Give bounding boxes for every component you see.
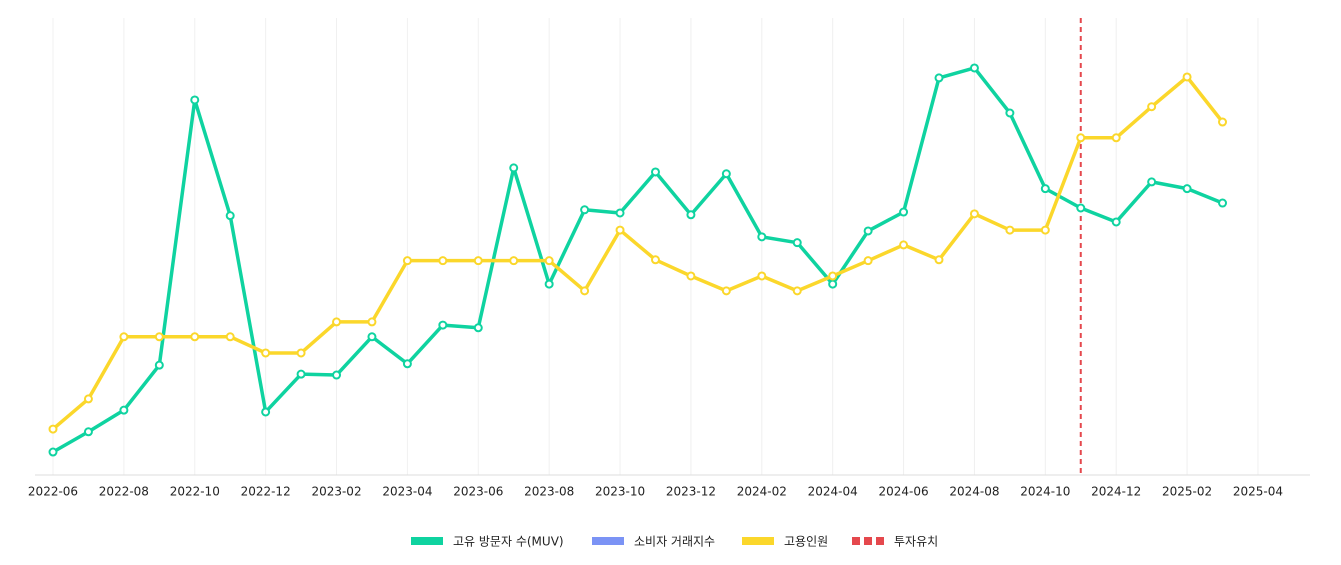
x-tick-label: 2024-12 bbox=[1091, 485, 1141, 499]
data-point bbox=[119, 405, 129, 415]
legend-swatch bbox=[742, 537, 774, 545]
data-point bbox=[1005, 225, 1015, 235]
data-point bbox=[792, 286, 802, 296]
x-tick-label: 2024-10 bbox=[1020, 485, 1070, 499]
data-point bbox=[686, 210, 696, 220]
x-tick-label: 2022-12 bbox=[241, 485, 291, 499]
x-tick-label: 2025-04 bbox=[1233, 485, 1283, 499]
data-point bbox=[934, 255, 944, 265]
x-tick-label: 2023-08 bbox=[524, 485, 574, 499]
data-point bbox=[438, 256, 448, 266]
data-point bbox=[225, 211, 235, 221]
legend-swatch bbox=[852, 537, 860, 545]
x-tick-label: 2023-12 bbox=[666, 485, 716, 499]
data-point bbox=[580, 286, 590, 296]
data-point bbox=[686, 271, 696, 281]
x-tick-label: 2022-08 bbox=[99, 485, 149, 499]
data-point bbox=[615, 225, 625, 235]
data-point bbox=[119, 332, 129, 342]
data-point bbox=[332, 370, 342, 380]
data-point bbox=[473, 323, 483, 333]
data-point bbox=[721, 286, 731, 296]
data-point bbox=[828, 271, 838, 281]
series-line bbox=[51, 75, 1224, 431]
data-point bbox=[544, 279, 554, 289]
data-point bbox=[1111, 217, 1121, 227]
data-point bbox=[190, 332, 200, 342]
data-point bbox=[402, 256, 412, 266]
data-point bbox=[1111, 133, 1121, 143]
data-point bbox=[1147, 102, 1157, 112]
data-point bbox=[1218, 117, 1228, 127]
data-point bbox=[154, 332, 164, 342]
data-point bbox=[332, 317, 342, 327]
data-point bbox=[402, 359, 412, 369]
data-point bbox=[969, 63, 979, 73]
data-point bbox=[863, 256, 873, 266]
data-point bbox=[1076, 203, 1086, 213]
data-point bbox=[650, 167, 660, 177]
data-point bbox=[1147, 177, 1157, 187]
data-point bbox=[261, 348, 271, 358]
data-point bbox=[296, 369, 306, 379]
x-tick-label: 2024-08 bbox=[949, 485, 999, 499]
legend-label: 투자유치 bbox=[894, 535, 938, 549]
data-point bbox=[83, 394, 93, 404]
data-point bbox=[580, 205, 590, 215]
data-point bbox=[757, 271, 767, 281]
data-point bbox=[1218, 198, 1228, 208]
legend-swatch bbox=[411, 537, 443, 545]
legend-label: 고유 방문자 수(MUV) bbox=[453, 535, 564, 549]
data-point bbox=[367, 332, 377, 342]
data-point bbox=[83, 427, 93, 437]
data-point bbox=[899, 240, 909, 250]
data-point bbox=[438, 320, 448, 330]
data-point bbox=[296, 348, 306, 358]
data-point bbox=[792, 238, 802, 248]
data-point bbox=[757, 232, 767, 242]
x-tick-label: 2024-06 bbox=[878, 485, 928, 499]
x-tick-label: 2022-06 bbox=[28, 485, 78, 499]
data-point bbox=[969, 209, 979, 219]
data-point bbox=[1040, 225, 1050, 235]
data-point bbox=[863, 226, 873, 236]
series-line bbox=[52, 66, 1224, 454]
data-point bbox=[473, 256, 483, 266]
legend-swatch bbox=[876, 537, 884, 545]
legend-label: 소비자 거래지수 bbox=[634, 535, 715, 549]
x-tick-label: 2023-04 bbox=[382, 485, 432, 499]
data-point bbox=[225, 332, 235, 342]
data-point bbox=[48, 447, 58, 457]
x-tick-label: 2023-06 bbox=[453, 485, 503, 499]
x-tick-label: 2023-02 bbox=[311, 485, 361, 499]
data-point bbox=[509, 256, 519, 266]
x-tick-label: 2025-02 bbox=[1162, 485, 1212, 499]
data-point bbox=[509, 163, 519, 173]
data-point bbox=[190, 95, 200, 105]
data-point bbox=[1040, 184, 1050, 194]
data-point bbox=[154, 360, 164, 370]
data-point bbox=[261, 407, 271, 417]
data-point bbox=[899, 207, 909, 217]
data-point bbox=[828, 279, 838, 289]
data-point bbox=[544, 256, 554, 266]
x-tick-label: 2024-04 bbox=[808, 485, 858, 499]
data-point bbox=[1005, 108, 1015, 118]
legend-label: 고용인원 bbox=[784, 535, 828, 549]
data-point bbox=[934, 73, 944, 83]
data-point bbox=[367, 317, 377, 327]
data-point bbox=[721, 169, 731, 179]
data-point bbox=[615, 208, 625, 218]
data-point bbox=[1076, 133, 1086, 143]
x-tick-label: 2023-10 bbox=[595, 485, 645, 499]
x-tick-label: 2024-02 bbox=[737, 485, 787, 499]
x-tick-label: 2022-10 bbox=[170, 485, 220, 499]
data-point bbox=[1182, 72, 1192, 82]
data-point bbox=[48, 424, 58, 434]
data-point bbox=[1182, 184, 1192, 194]
legend-swatch bbox=[592, 537, 624, 545]
legend-swatch bbox=[864, 537, 872, 545]
data-point bbox=[650, 255, 660, 265]
